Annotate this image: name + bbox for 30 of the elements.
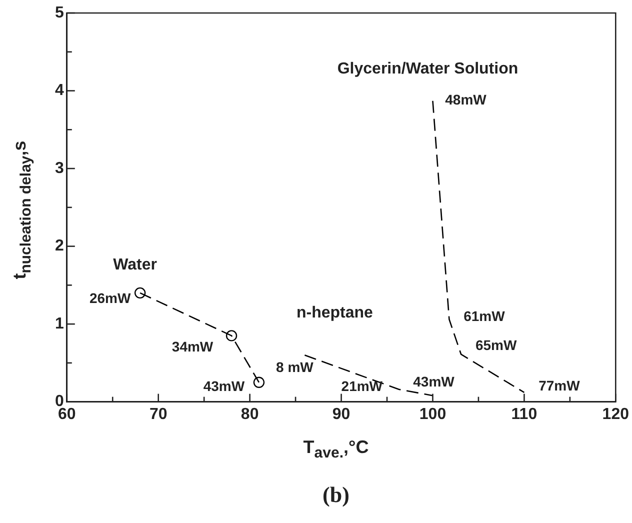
annotation: 43mW	[203, 378, 246, 394]
y-tick-label: 1	[54, 315, 64, 332]
y-tick-label: 2	[54, 238, 64, 255]
annotation: 26mW	[89, 290, 132, 306]
annotation: 65mW	[475, 337, 518, 354]
text: n-heptane	[296, 304, 374, 322]
x-tick-label: 70	[149, 406, 168, 423]
x-tick-label: 90	[332, 406, 350, 423]
x-tick-label: 80	[240, 406, 259, 423]
annotation: 43mW	[413, 373, 456, 390]
x-tick-label: 110	[511, 406, 538, 423]
x-tick-label: 100	[419, 406, 446, 423]
annotation: 77mW	[538, 377, 581, 394]
annotation: 48mW	[445, 92, 488, 108]
point	[253, 376, 265, 388]
text: (b)	[322, 482, 350, 508]
point	[226, 330, 238, 342]
x-axis-title: T$_{ave.}$,°C	[302, 437, 370, 462]
annotation: 34mW	[172, 338, 214, 355]
y-tick-label: 4	[54, 82, 64, 100]
x-tick-label: 60	[58, 406, 76, 423]
annotation: 61mW	[464, 308, 506, 324]
text: Glycerin/Water Solution	[337, 60, 518, 78]
x-tick-label: 120	[602, 406, 630, 423]
y-tick-label: 5	[54, 4, 64, 22]
point	[134, 287, 146, 299]
annotation: 8 mW	[276, 359, 314, 376]
series-label: Water	[113, 256, 157, 274]
y-tick-label: 3	[54, 160, 64, 177]
annotation: 21mW	[341, 378, 384, 394]
